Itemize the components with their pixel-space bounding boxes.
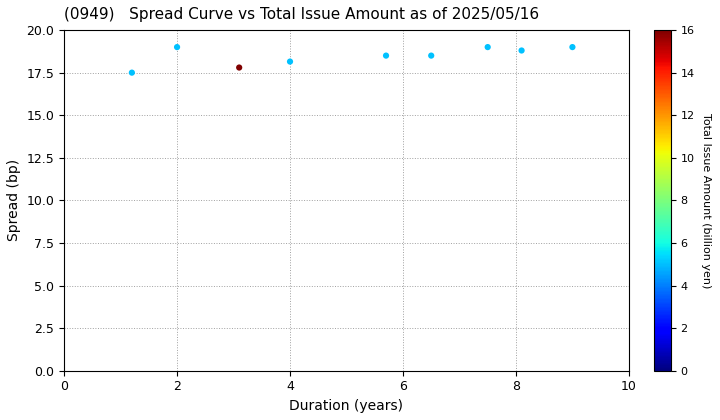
Point xyxy=(233,64,245,71)
Point xyxy=(126,69,138,76)
Y-axis label: Total Issue Amount (billion yen): Total Issue Amount (billion yen) xyxy=(701,113,711,288)
Y-axis label: Spread (bp): Spread (bp) xyxy=(7,159,21,242)
Point xyxy=(380,52,392,59)
Point xyxy=(171,44,183,50)
Text: (0949)   Spread Curve vs Total Issue Amount as of 2025/05/16: (0949) Spread Curve vs Total Issue Amoun… xyxy=(64,7,539,22)
Point xyxy=(426,52,437,59)
X-axis label: Duration (years): Duration (years) xyxy=(289,399,403,413)
Point xyxy=(516,47,527,54)
Point xyxy=(284,58,296,65)
Point xyxy=(482,44,493,50)
Point xyxy=(567,44,578,50)
